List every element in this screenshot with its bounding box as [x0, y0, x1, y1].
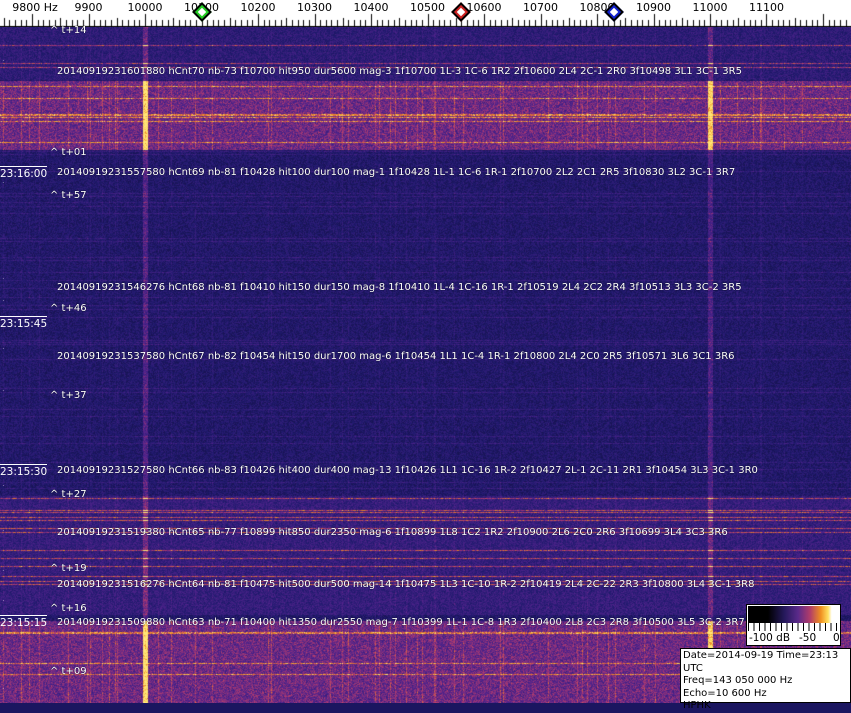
detection-line: 20140919231519380 hCnt65 nb-77 f10899 hi… — [57, 527, 728, 539]
time-tick-mark: ` — [1, 182, 6, 190]
time-offset-label: ^ t+46 — [50, 303, 87, 315]
time-offset-label: ^ t+01 — [50, 147, 87, 159]
time-tick-mark: ` — [1, 600, 6, 608]
axis-label: 10900 — [636, 1, 671, 14]
axis-label: 10000 — [128, 1, 163, 14]
axis-label: 10300 — [297, 1, 332, 14]
info-echo: Echo=10 600 Hz — [683, 688, 848, 701]
axis-unit-label: 9800 Hz — [12, 1, 58, 14]
time-tick-mark: ` — [1, 390, 6, 398]
time-tick-mark: ` — [1, 348, 6, 356]
time-label: 23:15:15 — [0, 615, 47, 629]
detection-line: 20140919231537580 hCnt67 nb-82 f10454 hi… — [57, 351, 735, 363]
info-freq: Freq=143 050 000 Hz — [683, 675, 848, 688]
time-label: 23:16:00 — [0, 166, 47, 180]
time-label: 23:15:45 — [0, 316, 47, 330]
axis-label: 10700 — [523, 1, 558, 14]
time-tick-mark: ` — [1, 300, 6, 308]
time-tick-mark: ` — [1, 485, 6, 493]
time-tick-mark: ` — [1, 278, 6, 286]
detection-line: 20140919231546276 hCnt68 nb-81 f10410 hi… — [57, 282, 742, 294]
info-box: Date=2014-09-19 Time=23:13 UTC Freq=143 … — [680, 648, 851, 703]
time-tick-mark: ` — [1, 530, 6, 538]
detection-line: 20140919231601880 hCnt70 nb-73 f10700 hi… — [57, 66, 742, 78]
info-date-time: Date=2014-09-19 Time=23:13 UTC — [683, 650, 848, 675]
time-tick-mark: ` — [1, 570, 6, 578]
detection-line: 20140919231527580 hCnt66 nb-83 f10426 hi… — [57, 465, 758, 477]
axis-label: 9900 — [75, 1, 103, 14]
detection-line: 20140919231557580 hCnt69 nb-81 f10428 hi… — [57, 167, 735, 179]
axis-label: 10600 — [467, 1, 502, 14]
time-offset-label: ^ t+27 — [50, 489, 87, 501]
time-offset-label: ^ t+37 — [50, 390, 87, 402]
time-offset-label: ^ t+16 — [50, 603, 87, 615]
colorbar: -100 dB -50 0 — [746, 604, 841, 646]
axis-label: 10500 — [410, 1, 445, 14]
detection-line: 20140919231516276 hCnt64 nb-81 f10475 hi… — [57, 579, 754, 591]
colorbar-label-max: 0 — [833, 632, 840, 644]
time-tick-mark: ` — [1, 60, 6, 68]
axis-label: 10400 — [354, 1, 389, 14]
frequency-axis: 9800 Hz 99001000010100102001030010400105… — [0, 0, 851, 27]
colorbar-gradient — [748, 606, 839, 623]
colorbar-label-mid: -50 — [799, 632, 816, 644]
time-offset-label: ^ t+14 — [50, 25, 87, 37]
colorbar-label-min: -100 dB — [749, 632, 790, 644]
time-offset-label: ^ t+09 — [50, 666, 87, 678]
time-label: 23:15:30 — [0, 464, 47, 478]
axis-label: 10200 — [241, 1, 276, 14]
spectrogram — [0, 27, 851, 703]
detection-line: 20140919231509880 hCnt63 nb-71 f10400 hi… — [57, 617, 745, 629]
info-station: HPHK — [683, 700, 848, 713]
time-offset-label: ^ t+19 — [50, 563, 87, 575]
time-offset-label: ^ t+57 — [50, 190, 87, 202]
axis-label: 11100 — [749, 1, 784, 14]
time-tick-mark: ` — [1, 688, 6, 696]
axis-label: 11000 — [693, 1, 728, 14]
colorbar-ticks — [748, 623, 840, 631]
